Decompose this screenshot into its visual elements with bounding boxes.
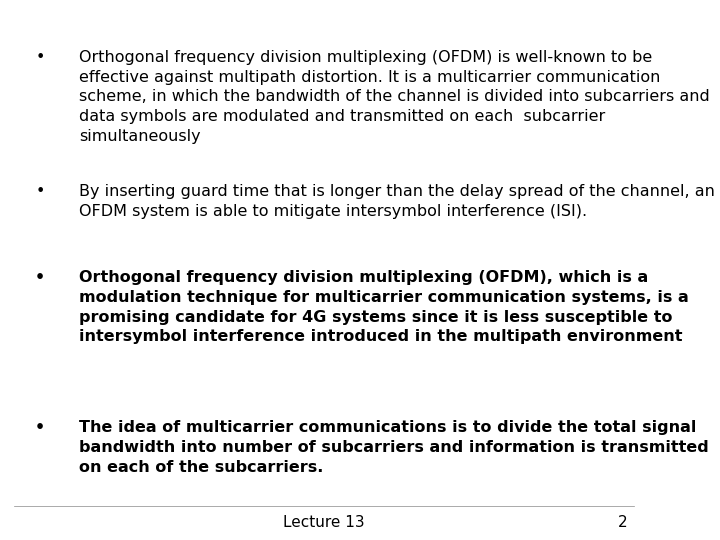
Text: The idea of multicarrier communications is to divide the total signal bandwidth : The idea of multicarrier communications … (78, 421, 708, 475)
Text: 2: 2 (618, 515, 627, 530)
Text: Lecture 13: Lecture 13 (283, 515, 365, 530)
Text: •: • (35, 50, 45, 65)
Text: Orthogonal frequency division multiplexing (OFDM), which is a modulation techniq: Orthogonal frequency division multiplexi… (78, 270, 688, 345)
Text: •: • (35, 421, 45, 435)
Text: •: • (35, 184, 45, 199)
Text: By inserting guard time that is longer than the delay spread of the channel, an : By inserting guard time that is longer t… (78, 184, 715, 219)
Text: Orthogonal frequency division multiplexing (OFDM) is well-known to be effective : Orthogonal frequency division multiplexi… (78, 50, 710, 144)
Text: •: • (35, 270, 45, 285)
